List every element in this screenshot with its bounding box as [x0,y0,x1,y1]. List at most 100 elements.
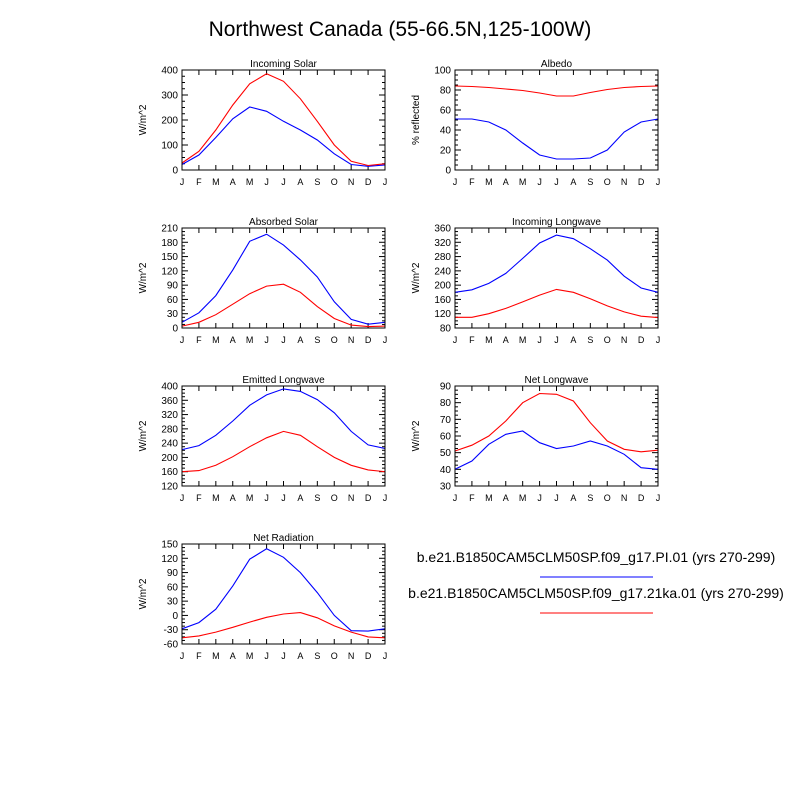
incoming-longwave-xtick-label: A [503,335,509,345]
emitted-longwave-ytick-label: 400 [161,382,178,393]
incoming-longwave-xtick-label: J [656,335,661,345]
absorbed-solar-xtick-label: F [196,335,202,345]
net-longwave-title: Net Longwave [525,375,589,386]
absorbed-solar-xtick-label: M [212,335,220,345]
albedo-xtick-label: A [503,177,509,187]
emitted-longwave-xtick-label: J [281,493,286,503]
net-radiation-xtick-label: J [180,651,185,661]
emitted-longwave-series-21ka [181,430,386,473]
incoming-longwave-xtick-label: M [519,335,527,345]
emitted-longwave-ytick-label: 240 [161,439,178,450]
albedo-series-pi [455,118,659,160]
incoming-longwave-title: Incoming Longwave [512,217,601,228]
incoming-solar-ytick-label: 0 [172,166,178,177]
net-radiation-ylabel: W/m^2 [138,578,149,609]
incoming-longwave-ytick-label: 280 [434,252,451,263]
net-longwave-xtick-label: J [537,493,542,503]
incoming-longwave-xtick-label: D [638,335,645,345]
net-radiation-xtick-label: J [383,651,388,661]
incoming-solar-xtick-label: J [281,177,286,187]
net-longwave-xtick-label: M [519,493,527,503]
incoming-solar-frame [181,69,386,171]
emitted-longwave-title: Emitted Longwave [242,375,325,386]
emitted-longwave-ytick-label: 280 [161,424,178,435]
emitted-longwave-xtick-label: S [314,493,320,503]
absorbed-solar-series-21ka [181,283,386,328]
incoming-solar-xtick-label: J [383,177,388,187]
albedo-xtick-label: J [656,177,661,187]
incoming-longwave-xtick-label: N [621,335,628,345]
net-radiation-xtick-label: N [348,651,355,661]
net-radiation-series-pi [181,548,386,632]
net-longwave-xtick-label: A [570,493,576,503]
incoming-longwave-ylabel: W/m^2 [411,262,422,293]
net-radiation-xtick-label: J [264,651,269,661]
absorbed-solar-ytick-label: 210 [161,224,178,235]
emitted-longwave-xtick-label: O [331,493,338,503]
albedo-title: Albedo [541,59,573,70]
net-radiation-ytick-label: 120 [161,554,178,565]
emitted-longwave-frame [181,385,386,487]
absorbed-solar-ytick-label: 60 [167,295,179,306]
incoming-solar-xtick-label: N [348,177,355,187]
net-radiation-ytick-label: 30 [167,597,179,608]
incoming-solar-ytick-label: 300 [161,91,178,102]
incoming-longwave-frame [454,227,659,329]
incoming-longwave-ytick-label: 120 [434,309,451,320]
absorbed-solar-xtick-label: N [348,335,355,345]
incoming-longwave-ytick-label: 200 [434,281,451,292]
net-radiation-ytick-label: 60 [167,582,179,593]
net-radiation-xtick-label: M [212,651,220,661]
incoming-solar-xtick-label: A [230,177,236,187]
incoming-solar-xtick-label: A [297,177,303,187]
net-radiation-xtick-label: S [314,651,320,661]
net-longwave-series-pi [454,430,659,470]
net-longwave-xtick-label: N [621,493,628,503]
net-radiation-xtick-label: D [365,651,372,661]
incoming-solar-series-21ka [181,73,386,167]
emitted-longwave-xtick-label: M [212,493,220,503]
net-longwave-xtick-label: O [604,493,611,503]
incoming-longwave-xtick-label: J [453,335,458,345]
incoming-solar-title: Incoming Solar [250,59,317,70]
emitted-longwave-xtick-label: J [264,493,269,503]
net-longwave-xtick-label: J [656,493,661,503]
albedo-ylabel: % reflected [411,95,422,145]
net-radiation-xtick-label: A [230,651,236,661]
net-radiation-ytick-label: 0 [172,611,178,622]
net-longwave-frame [454,385,659,487]
incoming-solar-ytick-label: 400 [161,66,178,77]
page-title: Northwest Canada (55-66.5N,125-100W) [209,18,592,41]
emitted-longwave-ytick-label: 200 [161,453,178,464]
emitted-longwave-xtick-label: F [196,493,202,503]
net-longwave-xtick-label: S [587,493,593,503]
incoming-longwave-xtick-label: M [485,335,493,345]
incoming-longwave-xtick-label: O [604,335,611,345]
incoming-longwave-xtick-label: S [587,335,593,345]
incoming-longwave-xtick-label: J [554,335,559,345]
incoming-solar-ylabel: W/m^2 [138,104,149,135]
absorbed-solar-ytick-label: 0 [172,324,178,335]
incoming-solar-xtick-label: M [246,177,254,187]
emitted-longwave-ytick-label: 160 [161,467,178,478]
emitted-longwave-ylabel: W/m^2 [138,420,149,451]
net-radiation-xtick-label: F [196,651,202,661]
albedo-ytick-label: 60 [440,106,452,117]
net-radiation-title: Net Radiation [253,533,314,544]
absorbed-solar-xtick-label: J [281,335,286,345]
incoming-longwave-ytick-label: 240 [434,266,451,277]
albedo-frame [454,69,659,171]
emitted-longwave-xtick-label: M [246,493,254,503]
legend: b.e21.B1850CAM5CLM50SP.f09_g17.PI.01 (yr… [408,549,784,614]
net-longwave-xtick-label: J [453,493,458,503]
absorbed-solar-xtick-label: A [297,335,303,345]
albedo-ytick-label: 20 [440,146,452,157]
emitted-longwave-xtick-label: D [365,493,372,503]
absorbed-solar-xtick-label: J [264,335,269,345]
absorbed-solar-ytick-label: 180 [161,238,178,249]
